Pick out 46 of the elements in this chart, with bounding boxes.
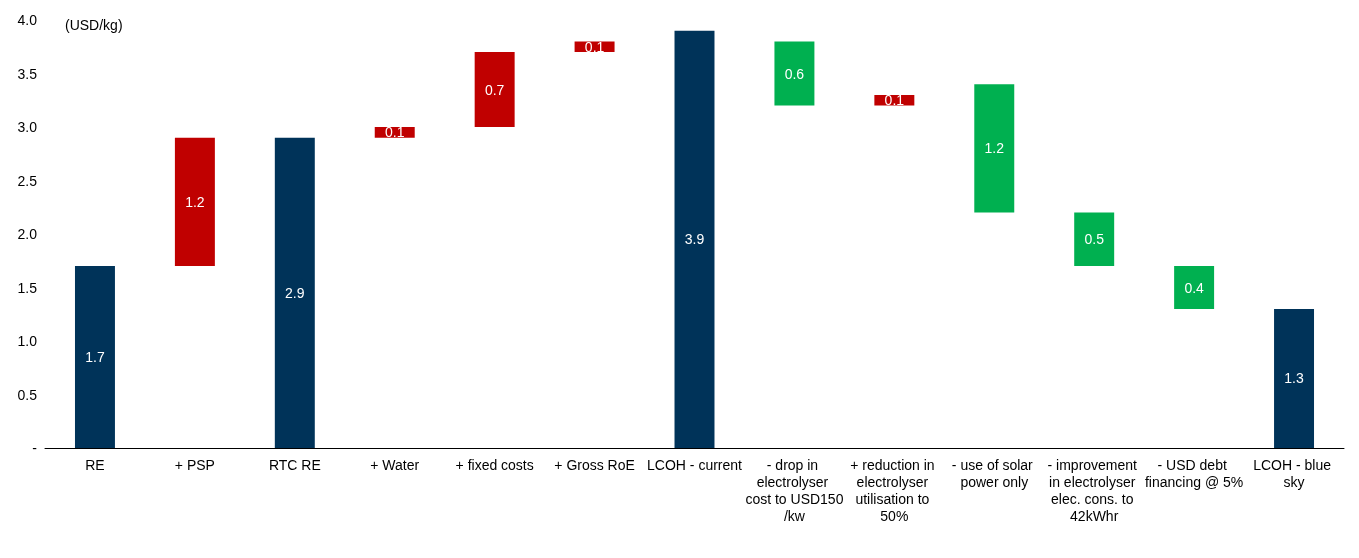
y-tick-label: 3.5 xyxy=(17,65,38,82)
x-tick-label: + reduction in electrolyser utilisation to 50% xyxy=(850,456,939,524)
x-tick-label: LCOH - current xyxy=(647,456,743,473)
x-tick-label: - use of solar power only xyxy=(951,456,1037,490)
y-tick-label: 3.0 xyxy=(17,119,38,135)
bar xyxy=(274,137,315,448)
y-tick-label: - xyxy=(32,440,38,456)
data-label: 0.5 xyxy=(1084,231,1105,248)
data-label: 1.2 xyxy=(984,140,1005,157)
x-tick-label: + Water xyxy=(370,456,420,473)
x-tick-label: RE xyxy=(85,456,105,473)
data-label: 0.4 xyxy=(1184,279,1205,296)
y-tick-label: 0.5 xyxy=(17,386,38,403)
y-tick-label: 1.0 xyxy=(17,333,38,349)
data-label: 0.1 xyxy=(884,92,905,109)
x-tick-label: - drop in electrolyser cost to USD150/kw xyxy=(745,456,844,524)
data-label: 1.2 xyxy=(185,193,205,210)
y-tick-label: 1.5 xyxy=(17,279,38,296)
y-axis-title: (USD/kg) xyxy=(65,17,123,33)
bar xyxy=(1274,308,1315,448)
data-label: 2.9 xyxy=(285,284,305,301)
data-label: 1.3 xyxy=(1284,370,1304,387)
y-tick-label: 2.0 xyxy=(17,226,38,242)
bar xyxy=(174,137,215,267)
data-label: 0.1 xyxy=(584,38,605,55)
y-tick-label: 4.0 xyxy=(17,12,38,28)
x-tick-label: + fixed costs xyxy=(455,456,534,473)
x-tick-label: + PSP xyxy=(174,456,215,473)
y-tick-label: 2.5 xyxy=(17,172,38,189)
bar xyxy=(474,52,515,127)
x-tick-label: - improvement in electrolyser elec. cons. to 42kWhr xyxy=(1047,456,1141,524)
x-tick-label: - USD debt financing @ 5% xyxy=(1144,456,1244,490)
data-label: 0.1 xyxy=(385,124,405,141)
bar xyxy=(1074,212,1115,267)
bar xyxy=(74,266,115,448)
x-tick-label: + Gross RoE xyxy=(554,456,635,473)
data-label: 0.6 xyxy=(784,65,805,82)
bar xyxy=(974,84,1015,213)
data-label: 1.7 xyxy=(85,349,105,366)
bar xyxy=(774,41,815,106)
data-label: 0.7 xyxy=(484,81,505,98)
data-label: 3.9 xyxy=(684,231,705,248)
x-tick-label: RTC RE xyxy=(268,456,321,473)
bar xyxy=(1174,266,1215,309)
x-tick-label: LCOH - blue sky xyxy=(1253,456,1335,490)
bar xyxy=(674,30,715,448)
